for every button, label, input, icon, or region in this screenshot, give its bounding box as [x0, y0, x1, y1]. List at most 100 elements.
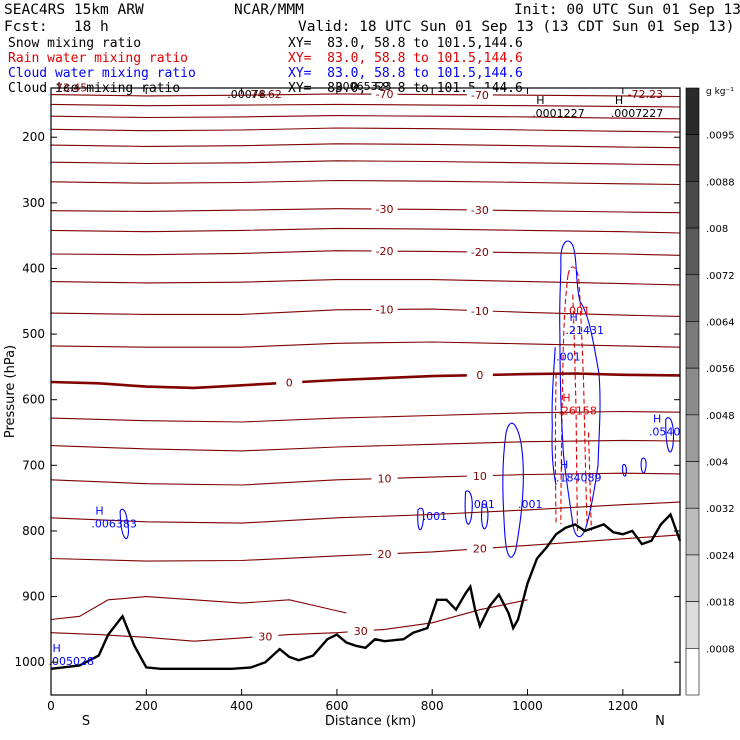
high-marker: H	[562, 392, 570, 405]
isotherm-label-bg	[371, 202, 398, 216]
colorbar-box	[685, 507, 700, 556]
isotherm-label-bg	[466, 87, 493, 101]
isotherm-20	[50, 534, 681, 562]
rain-water-contour	[572, 294, 579, 531]
isotherm-label: -20	[376, 245, 394, 258]
high-marker: H	[570, 311, 578, 324]
rain-water-contour	[554, 373, 557, 525]
x-axis-south-label: S	[82, 714, 90, 729]
isotherm-label: 20	[378, 548, 392, 561]
y-tick-label: 200	[22, 130, 45, 144]
colorbar-box	[685, 227, 700, 276]
high-value: .006383	[91, 517, 136, 530]
isotherm-line	[50, 103, 681, 108]
isotherm-label: 10	[378, 472, 392, 485]
colorbar-label: .0056	[706, 364, 735, 375]
y-tick-label: 800	[22, 524, 45, 538]
y-tick-label: 1000	[14, 655, 45, 669]
isotherm-label-bg	[371, 471, 398, 485]
colorbar-label: .004	[706, 458, 728, 469]
isotherm-label-bg	[371, 244, 398, 258]
cloud-water-contour	[622, 463, 627, 477]
isotherm-label: 30	[258, 630, 272, 643]
isotherm-line	[50, 143, 681, 149]
high-value: .0001227	[532, 107, 585, 120]
isotherm-label: 30	[354, 625, 368, 638]
field-label-cloud-water: Cloud water mixing ratio	[8, 66, 196, 81]
x-tick-label: 200	[135, 699, 158, 713]
isotherm-label-bg	[466, 541, 493, 555]
contour-value: .001	[556, 350, 581, 363]
x-tick-label: 1000	[512, 699, 543, 713]
rain-water-contour	[567, 266, 588, 525]
high-marker: H	[615, 94, 623, 107]
x-tick-label: 600	[325, 699, 348, 713]
isotherm-label-bg	[347, 624, 374, 638]
rain-water-contour	[587, 432, 592, 531]
field-xy-rain: XY= 83.0, 58.8 to 101.5,144.6	[288, 51, 523, 66]
colorbar-label: .0032	[706, 504, 735, 515]
high-value: .26158	[558, 405, 597, 418]
x-axis-north-label: N	[655, 714, 665, 729]
forecast-hour: Fcst: 18 h	[4, 19, 109, 35]
top-label: -72.23	[628, 88, 663, 101]
field-label-rain: Rain water mixing ratio	[8, 51, 189, 66]
isotherm-label: 10	[473, 470, 487, 483]
colorbar-box	[685, 274, 700, 322]
high-marker: H	[653, 413, 661, 426]
contour-value: .001	[423, 510, 448, 523]
colorbar-box	[685, 321, 700, 369]
high-marker: H	[560, 458, 568, 471]
colorbar-label: .0095	[706, 131, 735, 142]
isotherm-label: -30	[376, 203, 394, 216]
isotherm--20	[50, 250, 681, 256]
model-title: SEAC4RS 15km ARW	[4, 2, 144, 18]
isotherm-label: -20	[471, 246, 489, 259]
isotherm-label: -30	[471, 204, 489, 217]
y-tick-label: 700	[22, 458, 45, 472]
colorbar-label: .008	[706, 224, 728, 235]
x-tick-label: 1200	[608, 699, 639, 713]
colorbar-label: .0088	[706, 177, 735, 188]
rain-water-contour	[560, 274, 569, 525]
valid-time: Valid: 18 UTC Sun 01 Sep 13 (13 CDT Sun …	[298, 19, 735, 35]
isotherm-line	[50, 127, 681, 133]
high-value: .0540	[649, 426, 681, 439]
x-tick-label: 400	[230, 699, 253, 713]
high-marker: H	[536, 94, 544, 107]
isotherm-label: -10	[376, 303, 394, 316]
isotherm-label-bg	[371, 302, 398, 316]
isotherm-label: -70	[376, 88, 394, 101]
y-tick-label: 400	[22, 261, 45, 275]
x-tick-label: 800	[421, 699, 444, 713]
isotherm-label-bg	[371, 546, 398, 560]
cloud-water-contour	[481, 503, 489, 530]
plot-frame	[50, 87, 681, 696]
cloud-water-contour	[417, 507, 425, 531]
cloud-water-contour	[551, 347, 557, 486]
high-value: .005028	[49, 655, 95, 668]
isotherm-line	[50, 115, 681, 120]
isotherm-line	[50, 227, 681, 234]
colorbar-label: .0008	[706, 644, 735, 655]
x-axis-label: Distance (km)	[325, 714, 416, 729]
isotherm-0	[50, 372, 681, 390]
y-tick-label: 500	[22, 327, 45, 341]
isotherm-line	[50, 501, 681, 524]
colorbar-box	[685, 134, 700, 182]
isotherm-label-bg	[466, 368, 493, 382]
isotherm-line	[50, 410, 681, 423]
colorbar-label: .0018	[706, 598, 735, 609]
isotherm-label-bg	[466, 468, 493, 482]
cloud-water-contour	[559, 240, 601, 538]
field-label-snow: Snow mixing ratio	[8, 36, 142, 51]
colorbar-box	[685, 648, 700, 696]
y-tick-label: 900	[22, 590, 45, 604]
cloud-water-contour	[502, 422, 524, 558]
cloud-water-contour	[464, 490, 473, 525]
cloud-water-contour	[119, 508, 130, 540]
isotherm-label-bg	[466, 203, 493, 217]
top-label: -74.62	[246, 88, 281, 101]
isotherm-line	[50, 279, 681, 286]
